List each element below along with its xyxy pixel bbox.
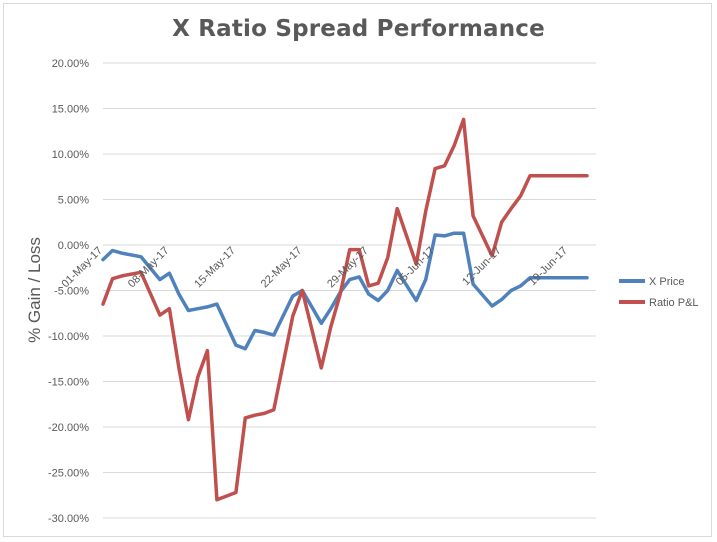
- x-tick-label: 22-May-17: [259, 245, 305, 291]
- chart-frame: [3, 3, 712, 537]
- y-tick-label: -15.00%: [48, 377, 89, 389]
- y-tick-label: -20.00%: [48, 422, 89, 434]
- y-tick-label: 0.00%: [58, 240, 89, 252]
- y-tick-label: 5.00%: [58, 195, 89, 207]
- series-line-ratio-pl: [101, 117, 589, 502]
- legend: X Price Ratio P&L: [619, 276, 699, 309]
- y-tick-label: 15.00%: [52, 104, 90, 116]
- y-tick-label: -10.00%: [48, 331, 89, 343]
- x-tick-label: 15-May-17: [192, 245, 238, 291]
- x-tick-label: 05-Jun-17: [394, 245, 438, 289]
- x-tick-label: 08-May-17: [126, 245, 172, 291]
- chart-title: X Ratio Spread Performance: [172, 16, 545, 42]
- series-line-x-price: [101, 231, 589, 351]
- x-tick-label: 19-Jun-17: [527, 245, 571, 289]
- y-tick-label: 20.00%: [52, 58, 90, 70]
- y-axis-ticks: 20.00% 15.00% 10.00% 5.00% 0.00% -5.00% -10.00…: [48, 58, 89, 525]
- legend-label: Ratio P&L: [649, 297, 699, 309]
- x-axis-ticks: 01-May-17 08-May-17 15-May-17 22-May-17 29-M…: [59, 245, 570, 291]
- y-tick-label: -30.00%: [48, 513, 89, 525]
- y-tick-label: 10.00%: [52, 149, 90, 161]
- series-lines: [101, 117, 589, 502]
- y-tick-label: -25.00%: [48, 468, 89, 480]
- legend-label: X Price: [649, 276, 684, 288]
- y-axis-label: % Gain / Loss: [25, 237, 44, 343]
- y-tick-label: -5.00%: [54, 286, 89, 298]
- gridlines: [103, 62, 596, 519]
